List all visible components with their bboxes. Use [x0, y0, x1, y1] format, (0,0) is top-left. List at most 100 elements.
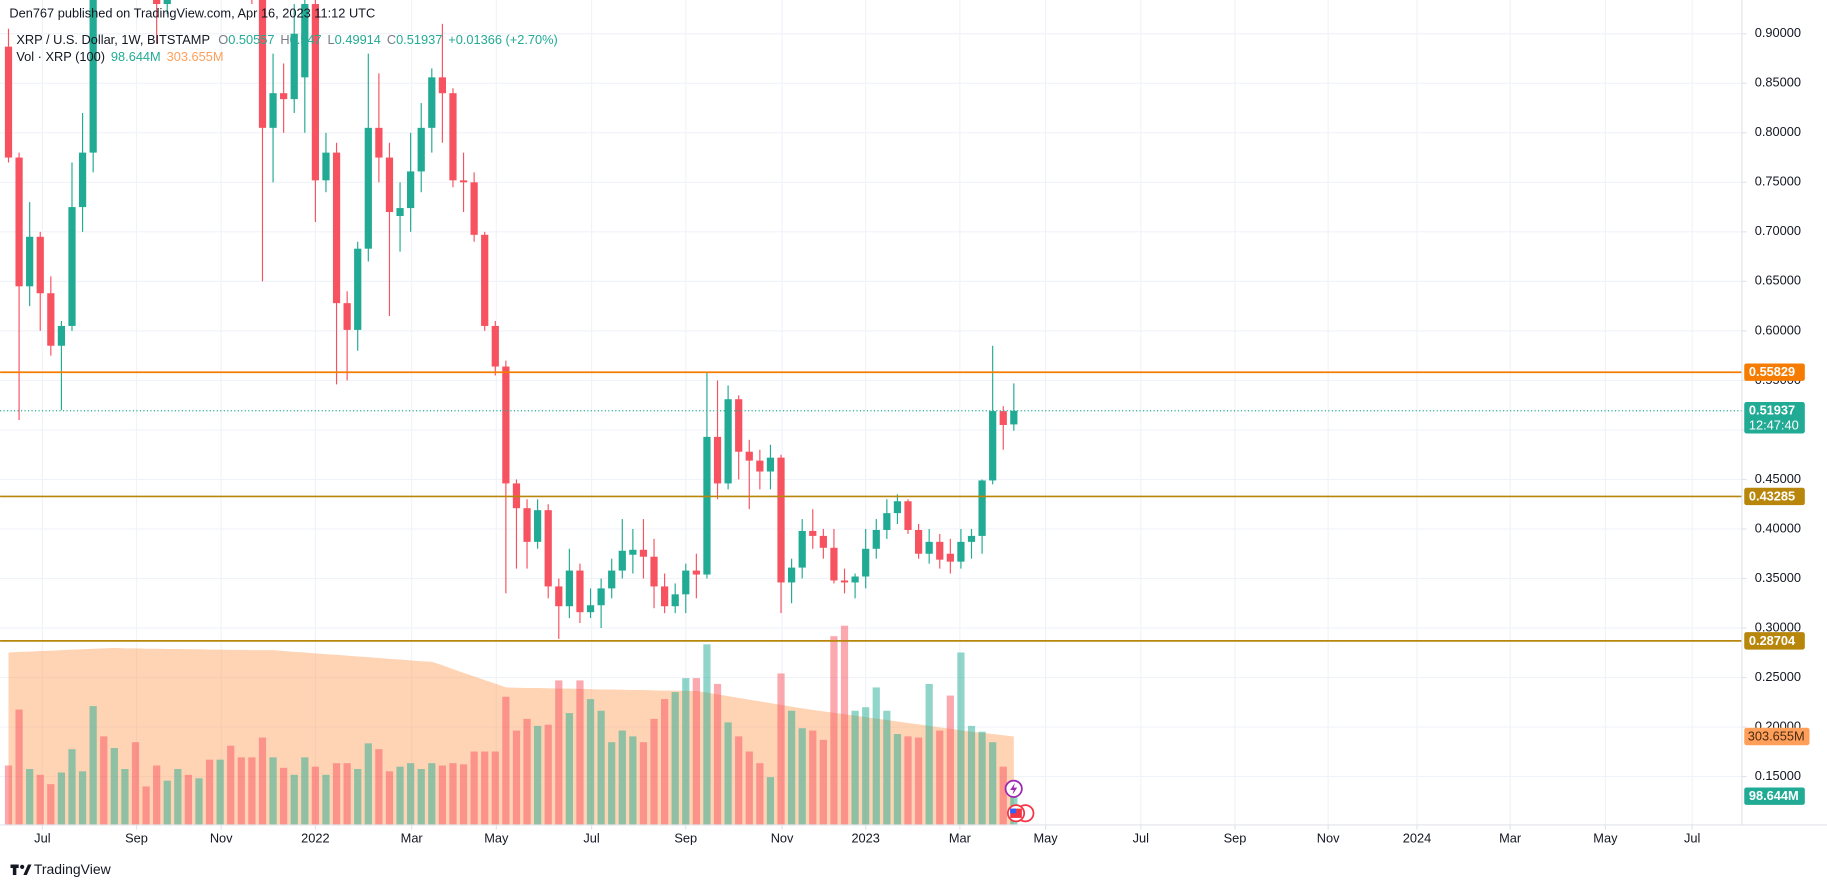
candle-body: [629, 549, 637, 555]
volume-bar: [407, 763, 415, 825]
volume-bar: [57, 772, 66, 825]
y-tick-label: 0.45000: [1755, 471, 1801, 486]
level-badge: [1744, 363, 1805, 381]
volume-bar: [26, 768, 34, 825]
volume-bar: [671, 692, 679, 825]
candle-body: [936, 541, 944, 560]
volume-bar: [301, 757, 309, 825]
candle-body: [777, 457, 785, 583]
x-tick-label: Mar: [949, 830, 972, 845]
volume-bar: [555, 680, 563, 825]
volume-bar: [745, 751, 753, 825]
y-tick-label: 0.70000: [1755, 223, 1801, 238]
candle-body: [78, 152, 87, 208]
volume-bar: [417, 768, 425, 825]
candle-body: [396, 208, 404, 216]
volume-ma-label: 303.655M: [1748, 728, 1805, 743]
x-tick-label: Jul: [1133, 830, 1149, 845]
volume-name: Vol · XRP (100): [16, 50, 105, 65]
x-tick-label: Jul: [34, 830, 50, 845]
legend-letter: L: [328, 32, 335, 47]
x-tick-label: Mar: [401, 830, 424, 845]
y-tick-label: 0.25000: [1755, 669, 1801, 684]
candle-body: [713, 436, 722, 484]
candle-body: [269, 93, 277, 128]
candle-body: [661, 586, 669, 607]
volume-bar: [798, 728, 806, 825]
candle-body: [671, 594, 679, 607]
x-tick-label: Jul: [583, 830, 599, 845]
candle-body: [290, 33, 298, 100]
volume-bar: [512, 730, 521, 825]
event-icon: [1010, 808, 1017, 814]
candle-body: [354, 248, 362, 330]
logo-part: [23, 864, 32, 876]
candle-body: [851, 576, 859, 583]
candle-body: [502, 366, 510, 484]
event-icon: [1010, 808, 1022, 818]
axes: 0.90000 0.85000 0.80000 0.75000 0.70000 0.650…: [34, 25, 1810, 845]
volume-bar: [713, 683, 722, 825]
level-label: 0.43285: [1749, 488, 1795, 503]
volume-bar: [925, 683, 933, 825]
candle-body: [163, 0, 171, 5]
candle-body: [428, 77, 436, 128]
volume-bar: [639, 742, 648, 825]
y-tick-label: 0.15000: [1755, 768, 1801, 783]
volume-bar: [724, 722, 732, 825]
volume-bar: [576, 680, 584, 825]
volume-bar: [787, 710, 796, 825]
volume-bar: [216, 759, 224, 825]
candle-body: [470, 182, 478, 235]
volume-bar: [15, 709, 23, 825]
candle-body: [978, 480, 986, 536]
y-tick-label: 0.40000: [1755, 520, 1801, 535]
candle-body: [618, 550, 626, 571]
volume-bar: [618, 730, 626, 825]
volume-ma-value: 303.655M: [167, 50, 224, 65]
x-tick-label: Sep: [674, 830, 697, 845]
legend-low: 0.49914: [335, 32, 381, 47]
legend-close: 0.51937: [396, 32, 442, 47]
volume-bar: [375, 749, 383, 825]
event-icon: [1010, 782, 1018, 795]
volume-bar: [840, 625, 849, 825]
legend-main: XRP / U.S. Dollar, 1W, BITSTAMP O0.50557…: [16, 32, 557, 47]
x-tick-label: Nov: [771, 830, 794, 845]
candle-body: [153, 0, 161, 5]
volume-bar: [248, 757, 256, 825]
volume-bar: [449, 763, 457, 825]
x-tick-label: Jul: [1684, 830, 1700, 845]
candle-body: [946, 553, 954, 562]
volume-bar: [311, 766, 320, 825]
volume-bar: [957, 652, 965, 825]
volume-bar: [904, 736, 912, 825]
volume-bar: [280, 767, 288, 825]
candle-body: [343, 303, 351, 330]
volume-bar: [68, 749, 76, 825]
candle-body: [534, 510, 542, 542]
volume-bar: [110, 748, 118, 825]
candle-body: [89, 0, 97, 153]
candle-body: [745, 451, 753, 461]
candle-body: [735, 399, 743, 452]
volume-bar: [184, 774, 193, 825]
volume-bar: [967, 725, 976, 825]
x-tick-label: Mar: [1499, 830, 1522, 845]
volume-bar: [883, 710, 891, 825]
candle-body: [565, 570, 573, 607]
candle-body: [36, 236, 44, 294]
candle-body: [459, 180, 468, 183]
volume-bar: [4, 765, 13, 825]
candle-body: [57, 325, 66, 346]
volume-bar: [914, 737, 923, 825]
volume-bar: [163, 780, 171, 825]
candle-body: [449, 93, 457, 181]
y-tick-label: 0.30000: [1755, 619, 1801, 634]
volume-bar: [438, 765, 446, 825]
legend-letter: O: [218, 32, 228, 47]
x-tick-label: Nov: [1317, 830, 1340, 845]
volume-bar: [819, 739, 827, 825]
volume-bar: [195, 778, 203, 825]
candle-body: [957, 541, 965, 562]
